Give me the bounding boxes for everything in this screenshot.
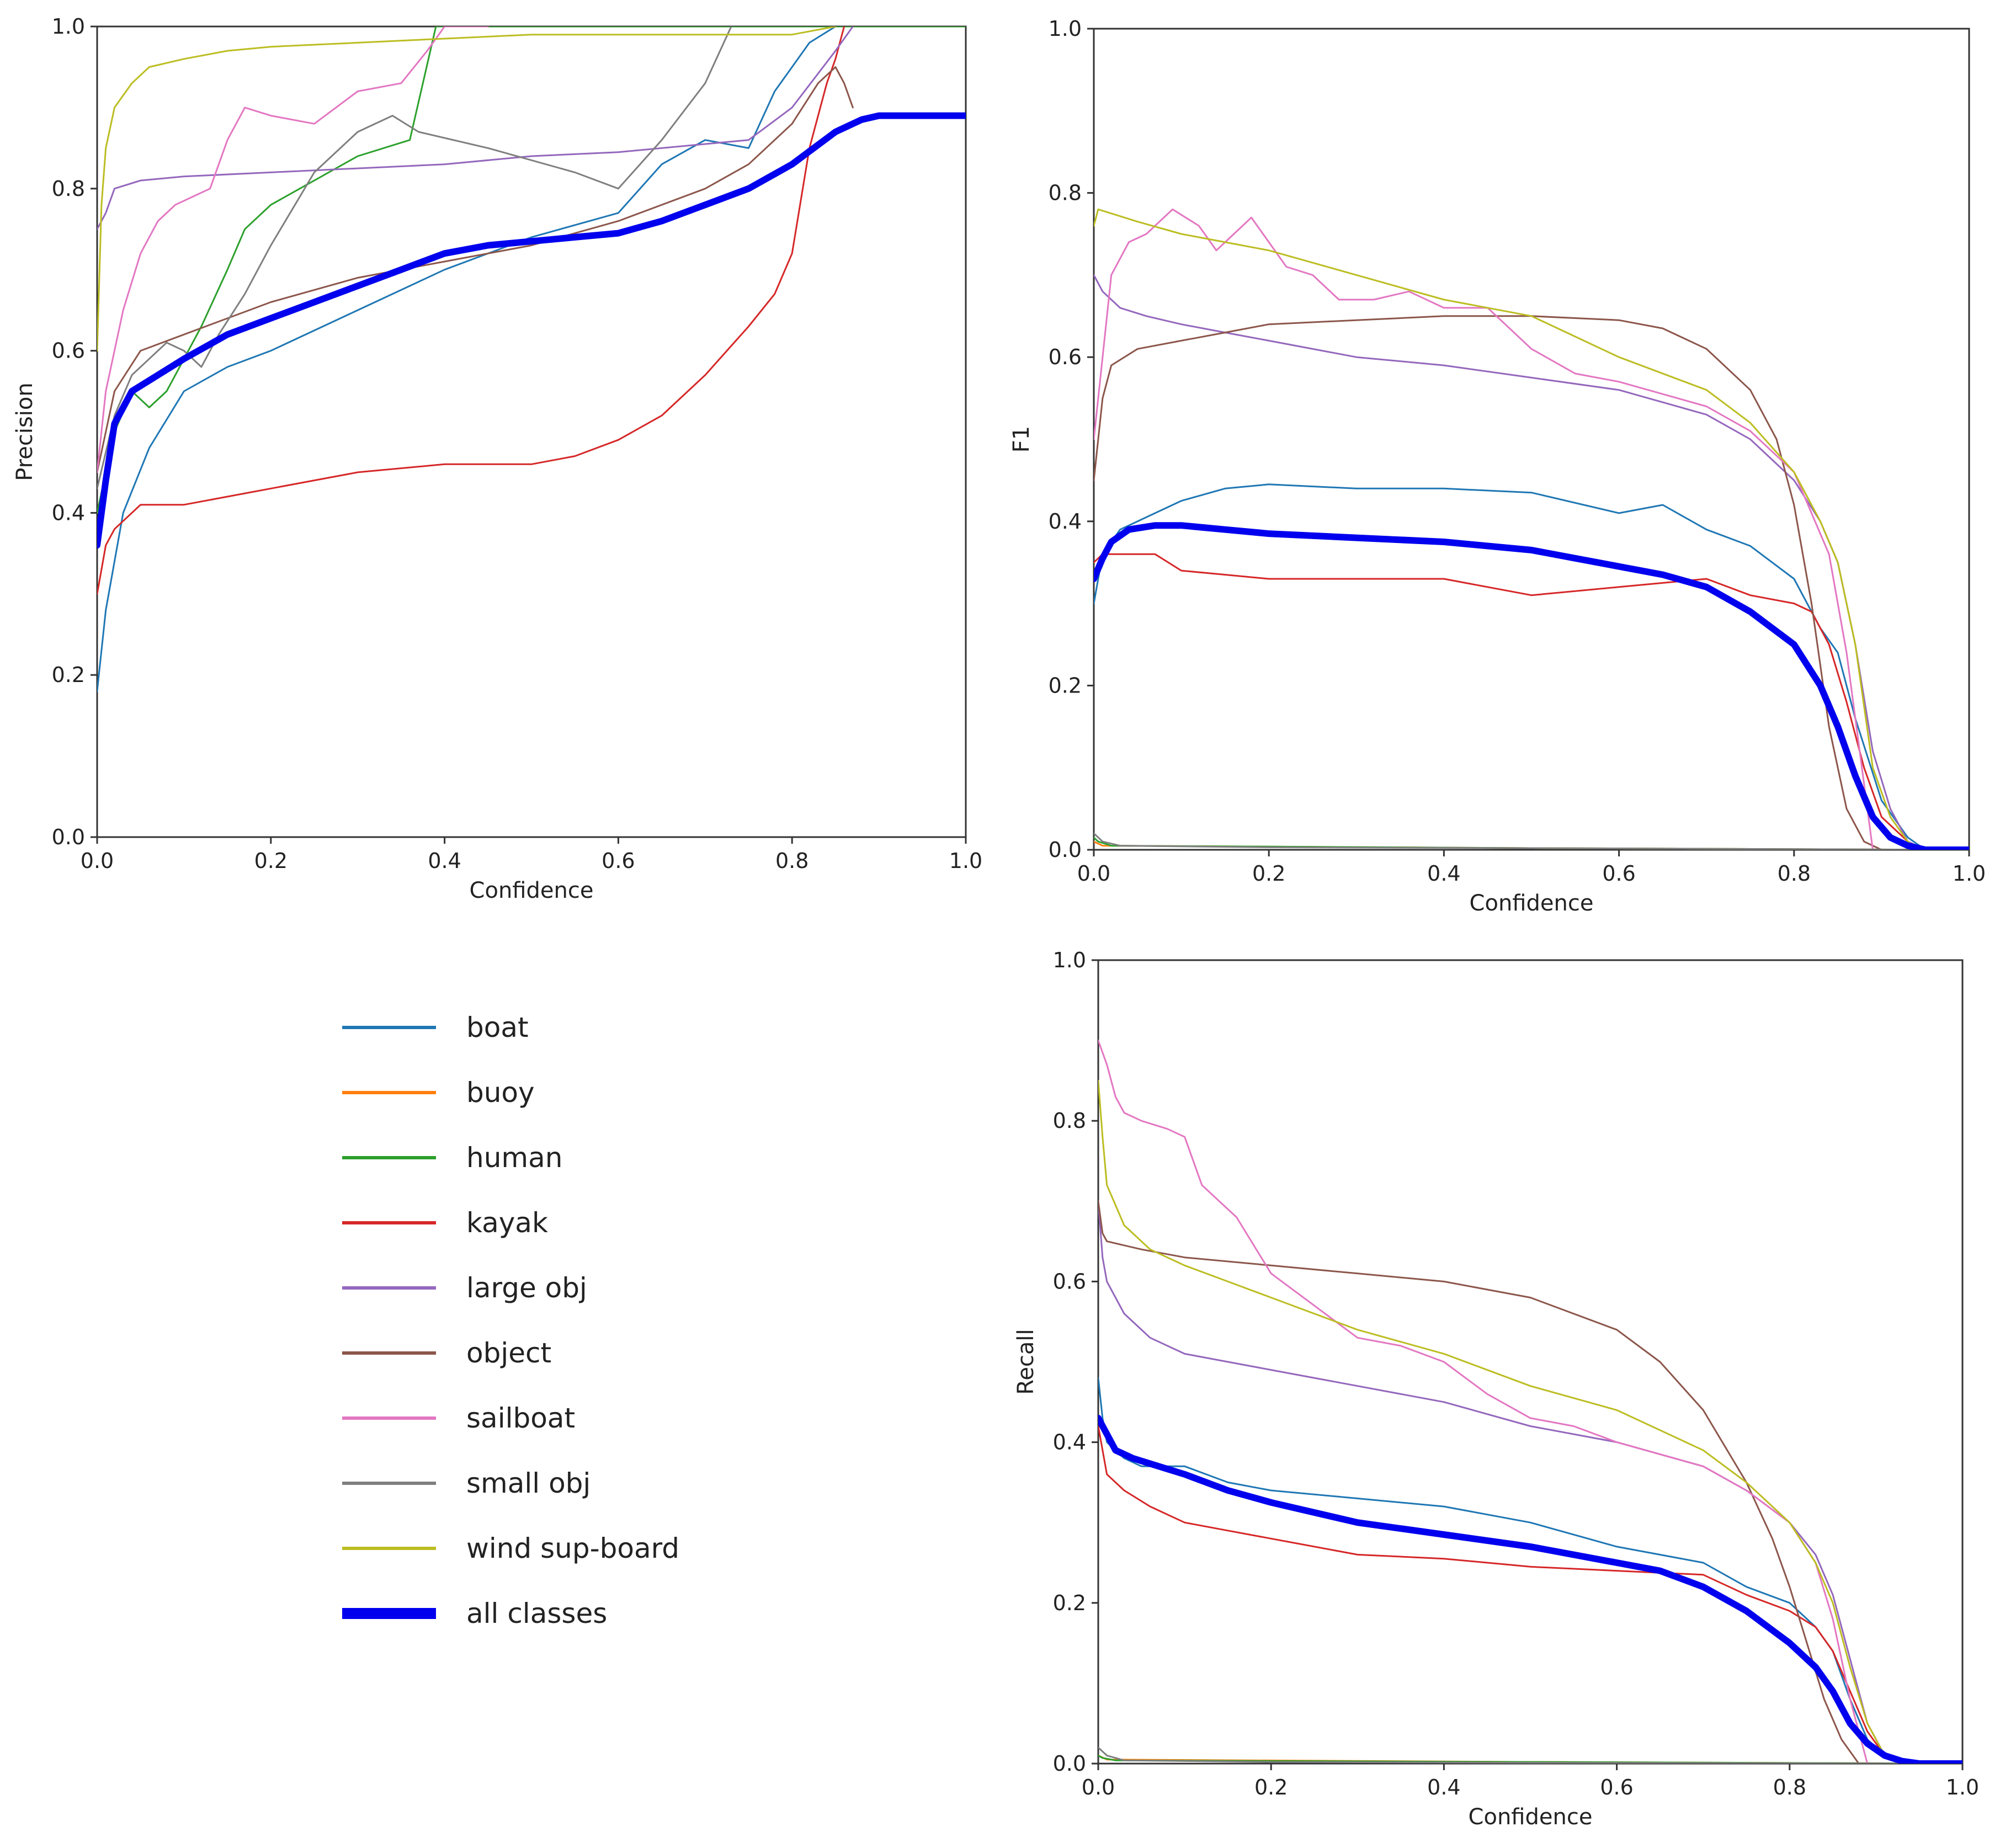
precision-ytick-label: 0.6	[52, 339, 85, 363]
precision-x-axis-label: Confidence	[470, 878, 594, 903]
f1-ytick-label: 0.0	[1049, 838, 1082, 862]
legend-label-buoy: buoy	[466, 1077, 535, 1109]
recall-ytick-label: 1.0	[1053, 948, 1086, 972]
recall-ytick-label: 0.4	[1053, 1430, 1086, 1455]
recall-xtick-label: 0.8	[1773, 1775, 1806, 1799]
recall-xtick-label: 0.2	[1254, 1775, 1288, 1799]
recall-series-object	[1098, 1200, 1860, 1764]
legend-label-kayak: kayak	[466, 1207, 548, 1239]
f1-series-large-obj	[1094, 274, 1927, 850]
precision-series-small-obj	[97, 26, 732, 489]
legend-label-human: human	[466, 1142, 562, 1174]
f1-xtick-label: 0.4	[1427, 861, 1460, 886]
precision-ytick-label: 0.2	[52, 663, 85, 687]
f1-series-boat	[1094, 483, 1927, 850]
precision-xtick-label: 0.0	[81, 849, 114, 873]
recall-xtick-label: 0.0	[1082, 1775, 1115, 1799]
f1-chart: 0.0 0.2 0.4 0.6 0.8 1.0 0.0 0.2 0.4 0.6 0.8 1.0 Conf…	[1009, 17, 1986, 916]
f1-xtick-label: 0.6	[1602, 861, 1635, 886]
precision-ytick-label: 0.8	[52, 177, 85, 201]
recall-xtick-label: 0.6	[1600, 1775, 1633, 1799]
f1-y-axis-label: F1	[1009, 426, 1034, 452]
precision-xtick-label: 0.6	[602, 849, 635, 873]
f1-xtick-label: 0.8	[1778, 861, 1811, 886]
recall-chart: 0.0 0.2 0.4 0.6 0.8 1.0 0.0 0.2 0.4 0.6 0.8 1.0 Conf…	[1013, 948, 1979, 1830]
precision-series-boat	[97, 26, 854, 693]
recall-x-axis-label: Confidence	[1469, 1804, 1593, 1830]
precision-y-axis-label: Precision	[12, 382, 38, 481]
recall-y-axis-label: Recall	[1013, 1329, 1039, 1394]
f1-series-wind-sup-board	[1094, 208, 1918, 850]
precision-xtick-label: 0.2	[254, 849, 288, 873]
precision-ytick-label: 0.0	[52, 825, 85, 849]
recall-series-large-obj	[1098, 1200, 1903, 1764]
recall-xtick-label: 1.0	[1946, 1775, 1979, 1799]
precision-series-human	[97, 26, 966, 514]
f1-xtick-label: 1.0	[1953, 861, 1986, 886]
precision-xtick-label: 0.4	[428, 849, 461, 873]
recall-series-small-obj	[1098, 1746, 1962, 1764]
f1-xtick-label: 0.0	[1077, 861, 1110, 886]
precision-ytick-label: 1.0	[52, 14, 85, 39]
precision-series-all-classes	[97, 112, 966, 549]
recall-ytick-label: 0.2	[1053, 1591, 1086, 1615]
legend-label-sailboat: sailboat	[466, 1402, 575, 1434]
legend-label-object: object	[466, 1337, 551, 1369]
recall-series-sailboat	[1098, 1040, 1869, 1764]
precision-series-large-obj	[97, 26, 854, 230]
f1-x-axis-label: Confidence	[1470, 891, 1594, 916]
f1-series-small-obj	[1094, 832, 1969, 850]
legend-label-large-obj: large obj	[466, 1272, 587, 1304]
f1-ytick-label: 0.2	[1049, 673, 1082, 697]
precision-ytick-label: 0.4	[52, 500, 85, 525]
legend-label-small-obj: small obj	[466, 1467, 591, 1499]
precision-xtick-label: 1.0	[949, 849, 982, 873]
precision-chart: 0.0 0.2 0.4 0.6 0.8 1.0 0.0 0.2 0.4 0.6 0.8 1.0 Conf…	[12, 14, 982, 903]
f1-xtick-label: 0.2	[1252, 861, 1285, 886]
recall-series-all-classes	[1098, 1414, 1962, 1764]
precision-series-kayak	[97, 26, 845, 595]
recall-ytick-label: 0.0	[1053, 1751, 1086, 1776]
f1-ytick-label: 0.6	[1049, 345, 1082, 369]
f1-ytick-label: 0.8	[1049, 181, 1082, 205]
f1-ytick-label: 0.4	[1049, 509, 1082, 534]
recall-ytick-label: 0.8	[1053, 1109, 1086, 1133]
precision-series-sailboat	[97, 26, 489, 473]
recall-ytick-label: 0.6	[1053, 1269, 1086, 1293]
recall-series-boat	[1098, 1377, 1903, 1764]
f1-series-all-classes	[1094, 522, 1969, 850]
legend: boat buoy human kayak large obj object sailboa…	[342, 1011, 679, 1629]
legend-label-all-classes: all classes	[466, 1597, 607, 1629]
legend-label-boat: boat	[466, 1011, 529, 1043]
precision-series-object	[97, 66, 854, 473]
precision-xtick-label: 0.8	[775, 849, 808, 873]
recall-series-wind-sup-board	[1098, 1079, 1903, 1764]
precision-series-wind-sup-board	[97, 26, 837, 352]
recall-xtick-label: 0.4	[1427, 1775, 1460, 1799]
f1-ytick-label: 1.0	[1049, 17, 1082, 41]
legend-label-wind-sup-board: wind sup-board	[466, 1532, 679, 1564]
